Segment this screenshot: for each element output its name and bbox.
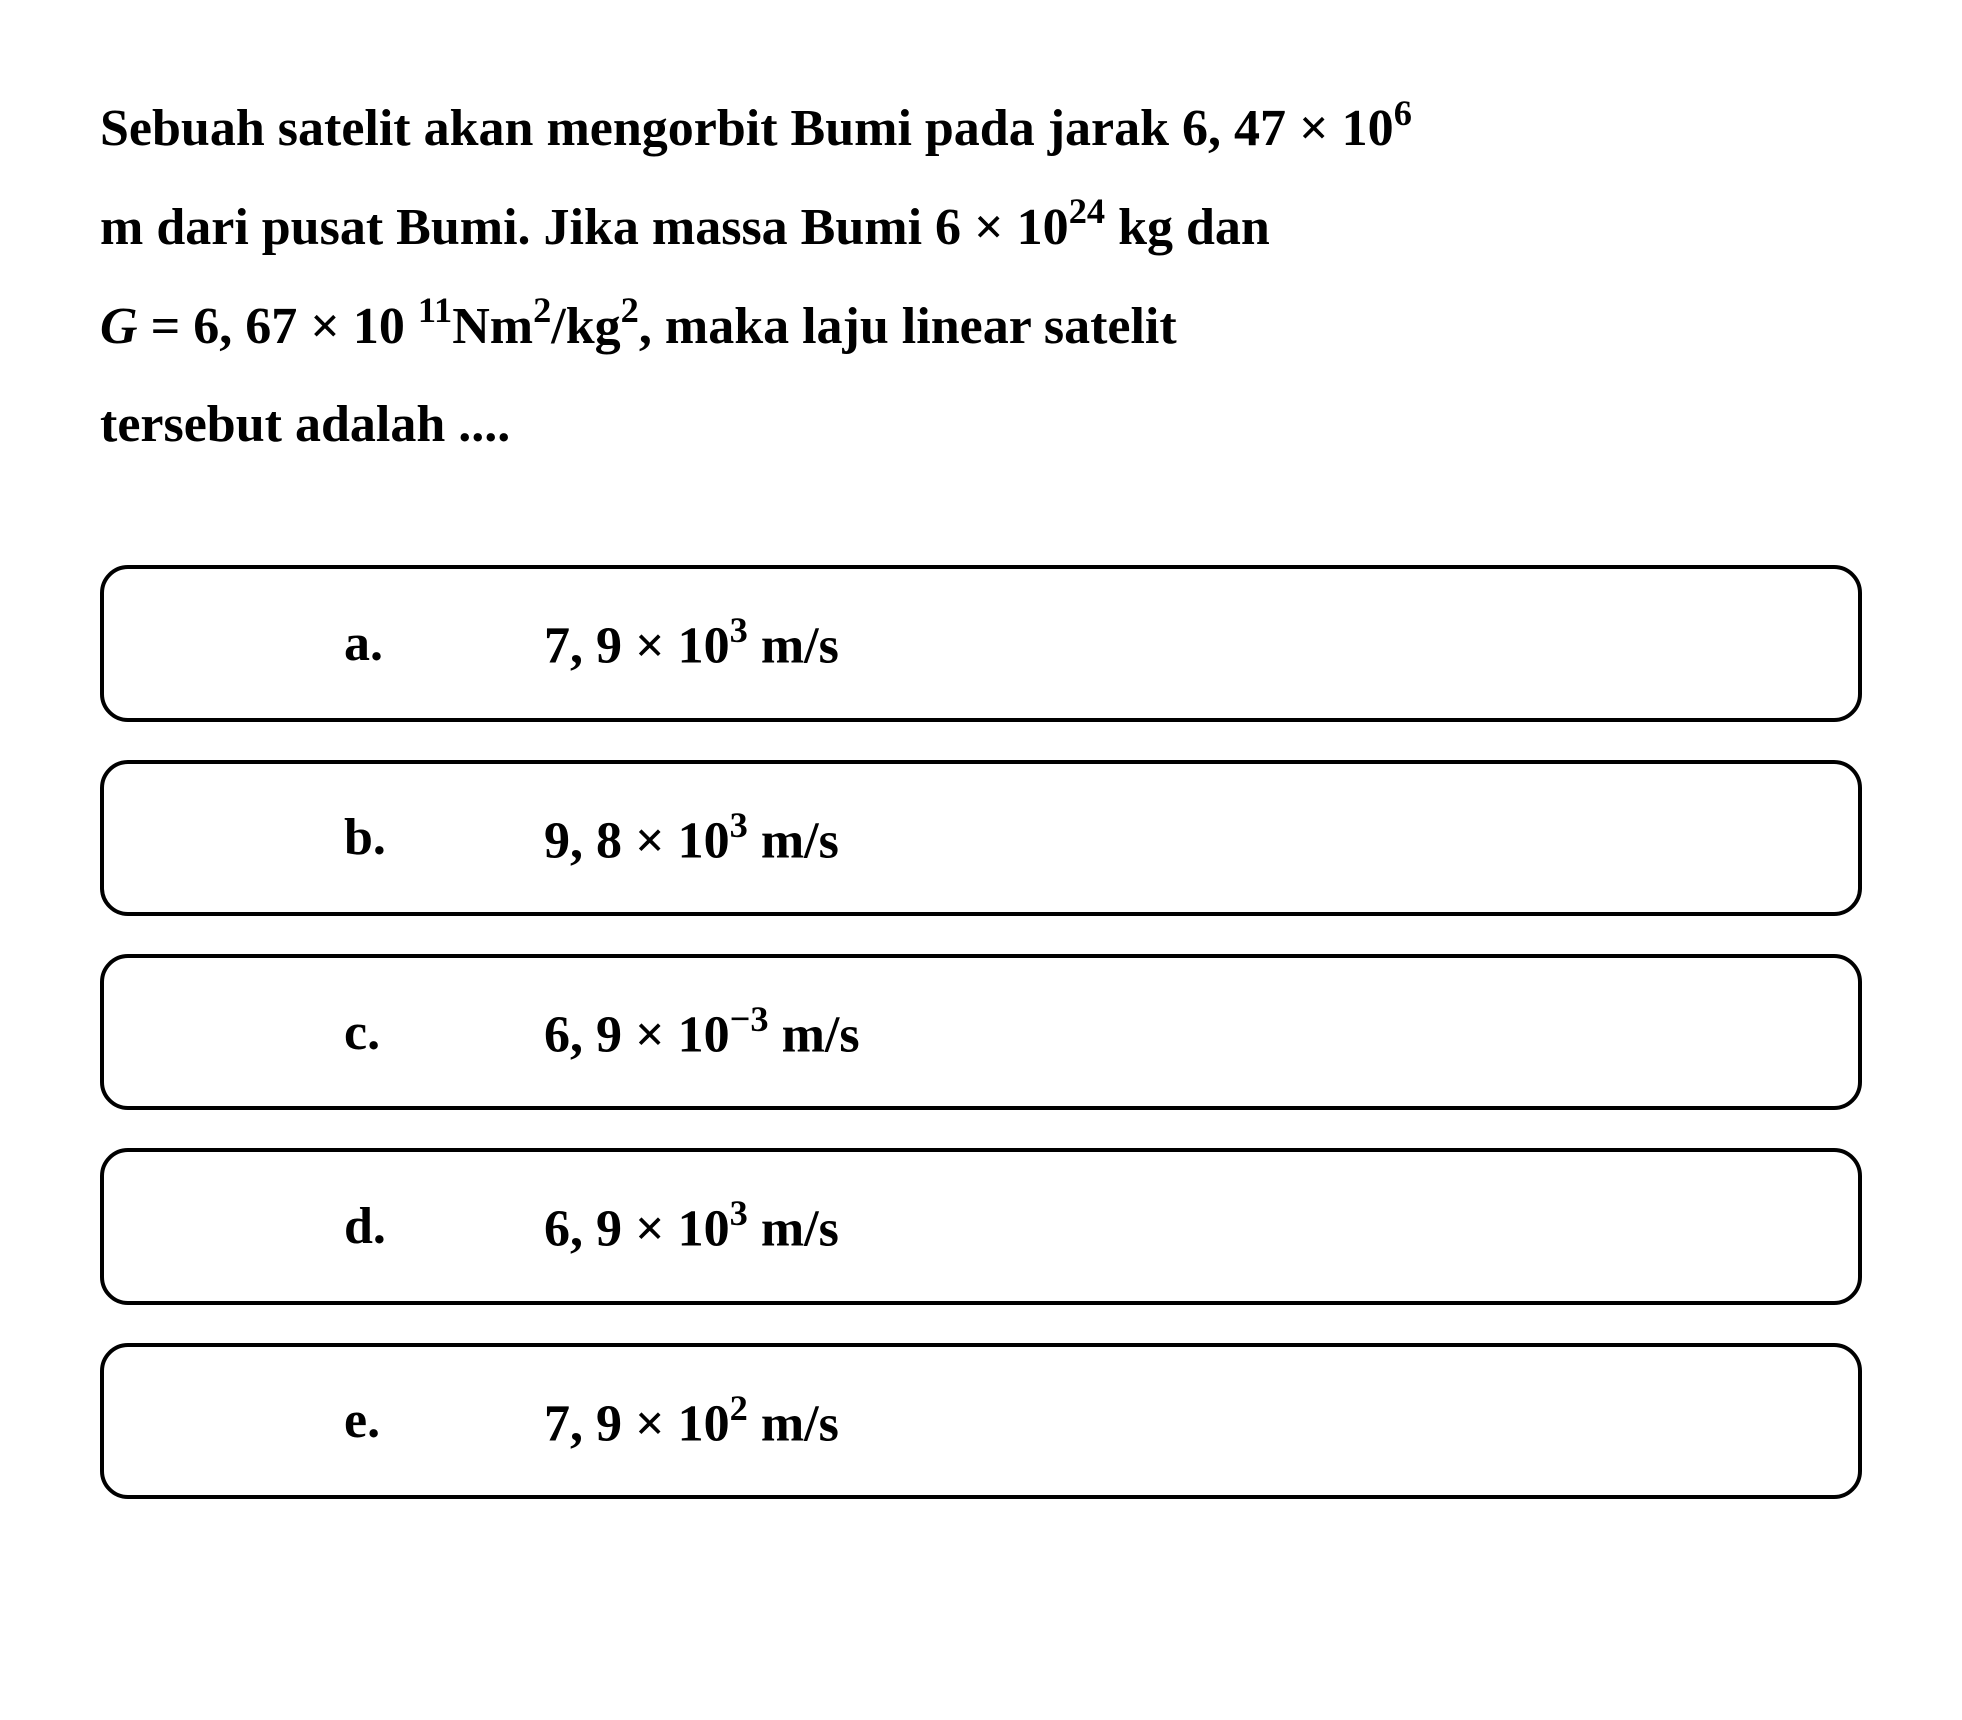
option-d[interactable]: d. 6, 9 × 103 m/s bbox=[100, 1148, 1862, 1304]
exponent-5: 2 bbox=[621, 290, 639, 330]
option-letter: a. bbox=[344, 614, 383, 673]
text-segment: m dari pusat Bumi. Jika massa Bumi bbox=[100, 199, 935, 256]
question-line-4: tersebut adalah .... bbox=[100, 376, 1862, 475]
text-segment: , maka laju linear satelit bbox=[639, 298, 1177, 355]
option-suffix: m/s bbox=[748, 812, 839, 869]
option-e[interactable]: e. 7, 9 × 102 m/s bbox=[100, 1343, 1862, 1499]
unit-slash: /kg bbox=[551, 298, 620, 355]
option-c[interactable]: c. 6, 9 × 10−3 m/s bbox=[100, 954, 1862, 1110]
option-letter: e. bbox=[344, 1391, 380, 1450]
text-segment: = 6, 67 × 10 bbox=[138, 298, 405, 355]
option-suffix: m/s bbox=[769, 1006, 860, 1063]
option-suffix: m/s bbox=[748, 1201, 839, 1258]
option-value: 6, 9 × 10−3 m/s bbox=[544, 1000, 860, 1064]
option-value: 9, 8 × 103 m/s bbox=[544, 806, 839, 870]
option-exponent: 2 bbox=[730, 1388, 748, 1428]
exponent-4: 2 bbox=[533, 290, 551, 330]
options-container: a. 7, 9 × 103 m/s b. 9, 8 × 103 m/s c. 6… bbox=[100, 565, 1862, 1499]
option-prefix: 7, 9 × 10 bbox=[544, 618, 730, 675]
text-segment: tersebut adalah .... bbox=[100, 396, 510, 453]
question-line-3: G = 6, 67 × 10 11Nm2/kg2, maka laju line… bbox=[100, 278, 1862, 377]
option-b[interactable]: b. 9, 8 × 103 m/s bbox=[100, 760, 1862, 916]
value-2: 6 × 10 bbox=[935, 199, 1069, 256]
option-prefix: 6, 9 × 10 bbox=[544, 1201, 730, 1258]
question-line-2: m dari pusat Bumi. Jika massa Bumi 6 × 1… bbox=[100, 179, 1862, 278]
option-letter: b. bbox=[344, 808, 386, 867]
option-prefix: 6, 9 × 10 bbox=[544, 1006, 730, 1063]
option-value: 6, 9 × 103 m/s bbox=[544, 1194, 839, 1258]
option-value: 7, 9 × 103 m/s bbox=[544, 611, 839, 675]
option-exponent: 3 bbox=[730, 610, 748, 650]
option-prefix: 9, 8 × 10 bbox=[544, 812, 730, 869]
option-exponent: 3 bbox=[730, 1193, 748, 1233]
option-value: 7, 9 × 102 m/s bbox=[544, 1389, 839, 1453]
question-stem: Sebuah satelit akan mengorbit Bumi pada … bbox=[100, 80, 1862, 475]
option-exponent: −3 bbox=[730, 999, 769, 1039]
text-segment: kg dan bbox=[1105, 199, 1270, 256]
variable-g: G bbox=[100, 298, 138, 355]
value-1: 6, 47 × 10 bbox=[1182, 100, 1394, 157]
text-segment: Sebuah satelit akan mengorbit Bumi pada … bbox=[100, 100, 1182, 157]
question-line-1: Sebuah satelit akan mengorbit Bumi pada … bbox=[100, 80, 1862, 179]
option-exponent: 3 bbox=[730, 805, 748, 845]
option-prefix: 7, 9 × 10 bbox=[544, 1395, 730, 1452]
option-suffix: m/s bbox=[748, 618, 839, 675]
option-a[interactable]: a. 7, 9 × 103 m/s bbox=[100, 565, 1862, 721]
option-suffix: m/s bbox=[748, 1395, 839, 1452]
option-letter: d. bbox=[344, 1197, 386, 1256]
text-segment bbox=[405, 298, 418, 355]
unit-nm: Nm bbox=[452, 298, 533, 355]
exponent-2: 24 bbox=[1069, 191, 1105, 231]
option-letter: c. bbox=[344, 1003, 380, 1062]
exponent-1: 6 bbox=[1394, 93, 1412, 133]
exponent-3: 11 bbox=[418, 290, 452, 330]
